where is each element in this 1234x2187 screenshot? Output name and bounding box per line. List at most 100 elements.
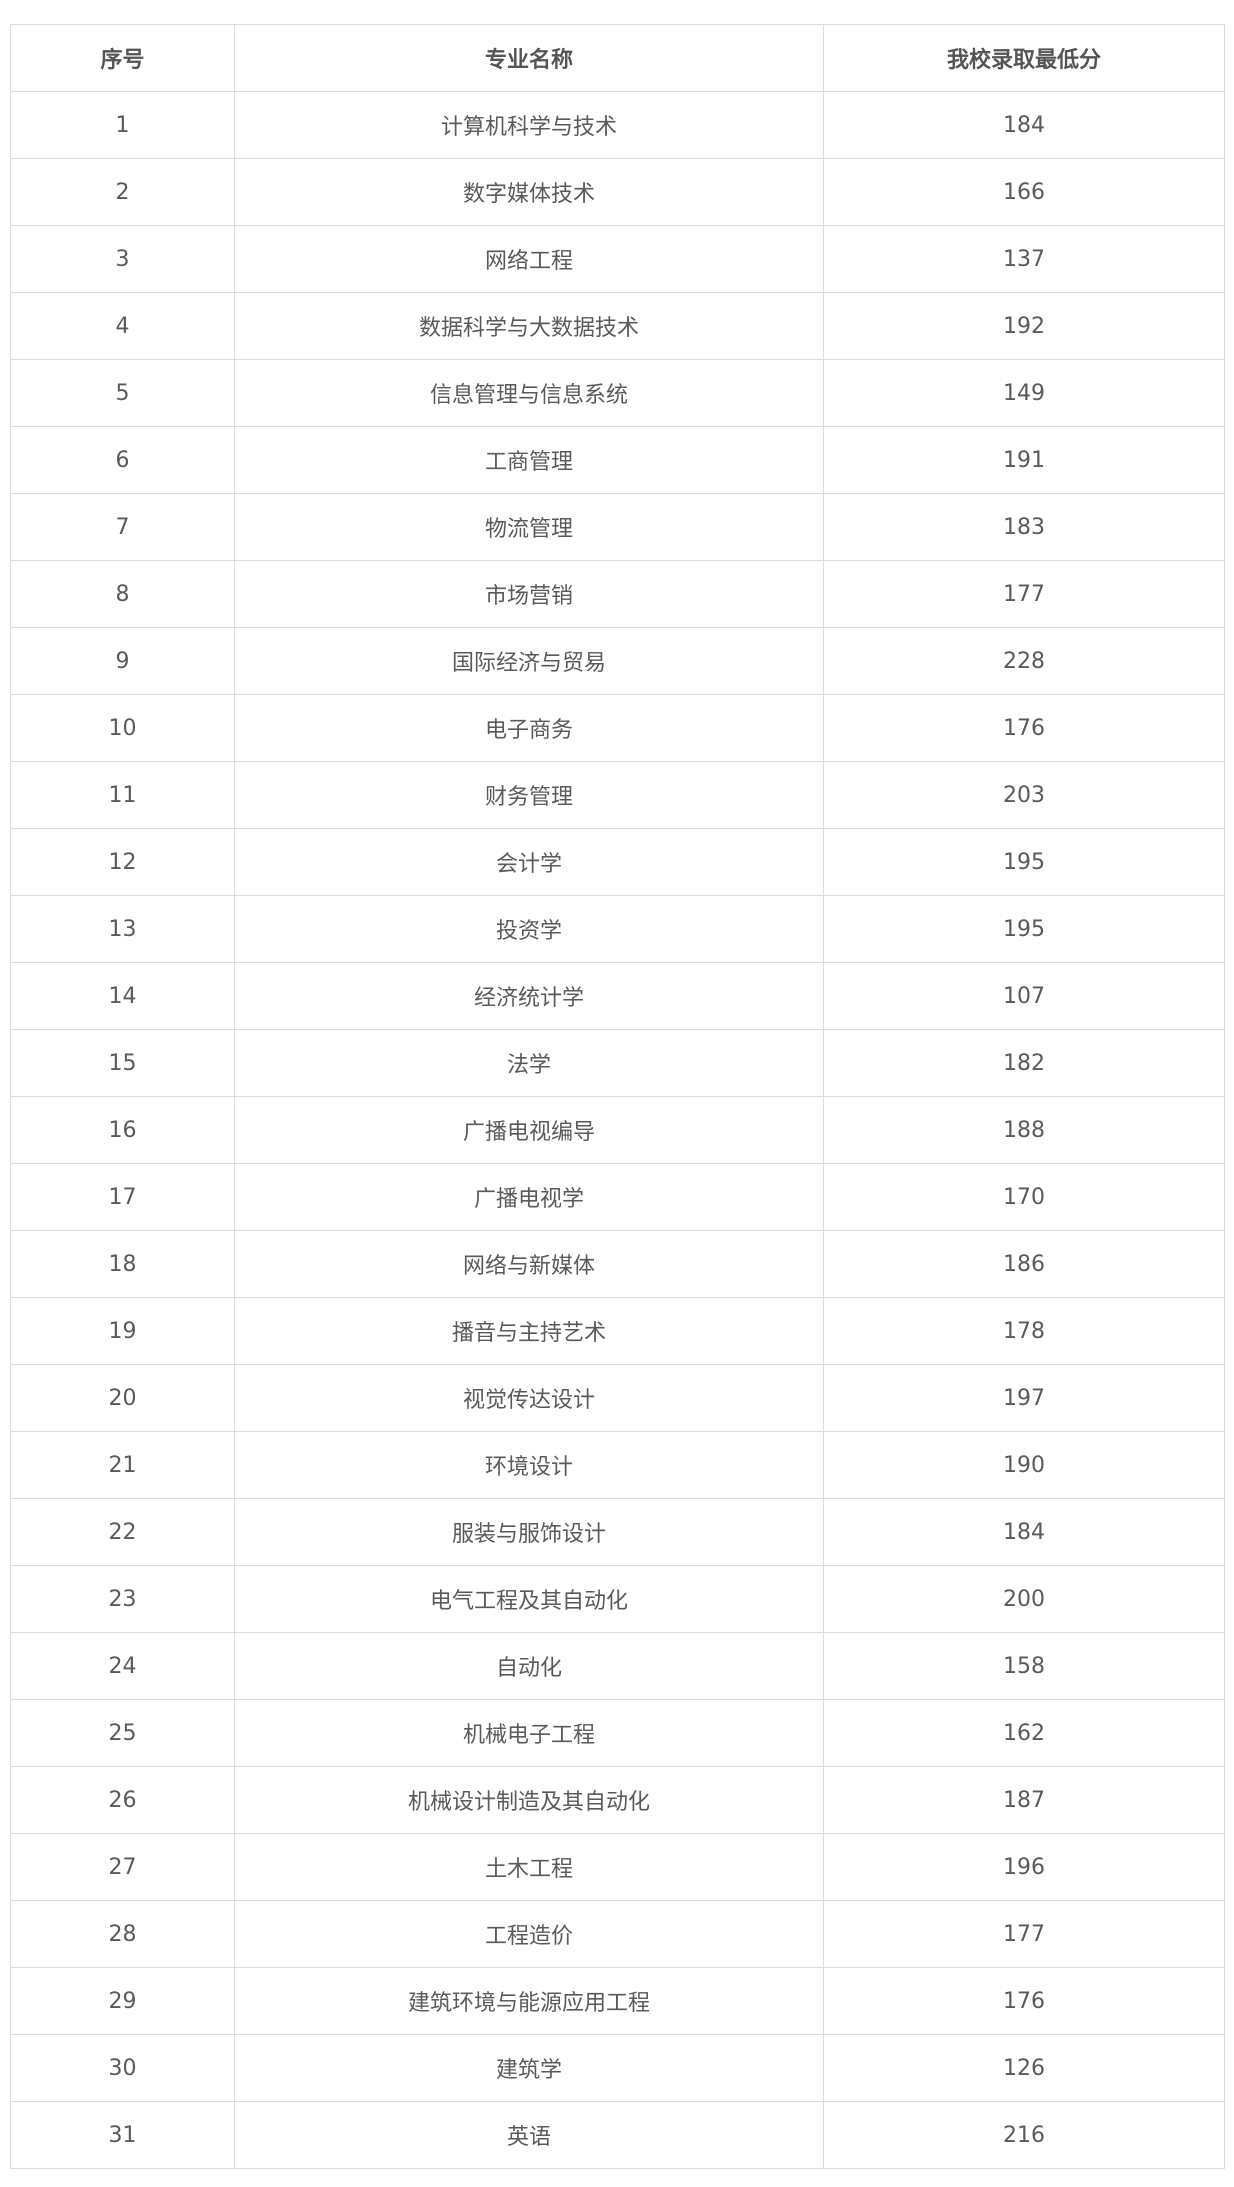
cell-min-score: 191	[823, 426, 1225, 494]
cell-min-score: 192	[823, 292, 1225, 360]
cell-major-name: 视觉传达设计	[234, 1364, 824, 1432]
cell-index: 6	[10, 426, 235, 494]
cell-major-name: 建筑学	[234, 2034, 824, 2102]
cell-min-score: 158	[823, 1632, 1225, 1700]
table-row: 14 经济统计学 107	[10, 962, 1225, 1030]
cell-major-name: 播音与主持艺术	[234, 1297, 824, 1365]
cell-index: 16	[10, 1096, 235, 1164]
cell-min-score: 162	[823, 1699, 1225, 1767]
cell-index: 3	[10, 225, 235, 293]
cell-index: 28	[10, 1900, 235, 1968]
cell-index: 5	[10, 359, 235, 427]
cell-index: 23	[10, 1565, 235, 1633]
cell-major-name: 工商管理	[234, 426, 824, 494]
cell-min-score: 137	[823, 225, 1225, 293]
cell-index: 21	[10, 1431, 235, 1499]
table-row: 7 物流管理 183	[10, 493, 1225, 561]
cell-major-name: 会计学	[234, 828, 824, 896]
cell-index: 18	[10, 1230, 235, 1298]
cell-index: 1	[10, 91, 235, 159]
cell-index: 31	[10, 2101, 235, 2169]
table-row: 10 电子商务 176	[10, 694, 1225, 762]
cell-min-score: 176	[823, 694, 1225, 762]
table-row: 15 法学 182	[10, 1029, 1225, 1097]
cell-major-name: 广播电视编导	[234, 1096, 824, 1164]
table-row: 20 视觉传达设计 197	[10, 1364, 1225, 1432]
table-row: 31 英语 216	[10, 2101, 1225, 2169]
cell-major-name: 机械设计制造及其自动化	[234, 1766, 824, 1834]
cell-index: 8	[10, 560, 235, 628]
admission-score-table: 序号 专业名称 我校录取最低分 1 计算机科学与技术 184 2 数字媒体技术 166 3 网…	[10, 24, 1225, 2169]
cell-major-name: 网络工程	[234, 225, 824, 293]
cell-min-score: 228	[823, 627, 1225, 695]
cell-index: 15	[10, 1029, 235, 1097]
table-row: 11 财务管理 203	[10, 761, 1225, 829]
cell-major-name: 计算机科学与技术	[234, 91, 824, 159]
table-row: 13 投资学 195	[10, 895, 1225, 963]
table-row: 30 建筑学 126	[10, 2034, 1225, 2102]
cell-min-score: 176	[823, 1967, 1225, 2035]
cell-min-score: 107	[823, 962, 1225, 1030]
cell-index: 19	[10, 1297, 235, 1365]
cell-index: 13	[10, 895, 235, 963]
table-row: 9 国际经济与贸易 228	[10, 627, 1225, 695]
cell-index: 27	[10, 1833, 235, 1901]
table-header-row: 序号 专业名称 我校录取最低分	[10, 24, 1225, 92]
table-row: 16 广播电视编导 188	[10, 1096, 1225, 1164]
cell-major-name: 法学	[234, 1029, 824, 1097]
cell-major-name: 数字媒体技术	[234, 158, 824, 226]
table-row: 18 网络与新媒体 186	[10, 1230, 1225, 1298]
cell-min-score: 187	[823, 1766, 1225, 1834]
table-body: 1 计算机科学与技术 184 2 数字媒体技术 166 3 网络工程 137 4 数据科学与大数据技…	[10, 91, 1225, 2169]
cell-major-name: 自动化	[234, 1632, 824, 1700]
cell-major-name: 数据科学与大数据技术	[234, 292, 824, 360]
table-row: 4 数据科学与大数据技术 192	[10, 292, 1225, 360]
cell-min-score: 195	[823, 895, 1225, 963]
table-row: 17 广播电视学 170	[10, 1163, 1225, 1231]
table-row: 12 会计学 195	[10, 828, 1225, 896]
cell-index: 4	[10, 292, 235, 360]
cell-min-score: 149	[823, 359, 1225, 427]
table-row: 6 工商管理 191	[10, 426, 1225, 494]
cell-major-name: 机械电子工程	[234, 1699, 824, 1767]
cell-index: 22	[10, 1498, 235, 1566]
cell-index: 2	[10, 158, 235, 226]
cell-min-score: 170	[823, 1163, 1225, 1231]
table-row: 2 数字媒体技术 166	[10, 158, 1225, 226]
cell-min-score: 183	[823, 493, 1225, 561]
cell-min-score: 182	[823, 1029, 1225, 1097]
cell-min-score: 166	[823, 158, 1225, 226]
cell-index: 12	[10, 828, 235, 896]
table-row: 8 市场营销 177	[10, 560, 1225, 628]
cell-min-score: 177	[823, 1900, 1225, 1968]
cell-index: 9	[10, 627, 235, 695]
cell-major-name: 服装与服饰设计	[234, 1498, 824, 1566]
table-row: 24 自动化 158	[10, 1632, 1225, 1700]
header-major-name: 专业名称	[234, 24, 824, 92]
cell-index: 20	[10, 1364, 235, 1432]
table-row: 23 电气工程及其自动化 200	[10, 1565, 1225, 1633]
cell-index: 17	[10, 1163, 235, 1231]
cell-min-score: 184	[823, 1498, 1225, 1566]
cell-index: 24	[10, 1632, 235, 1700]
table-row: 29 建筑环境与能源应用工程 176	[10, 1967, 1225, 2035]
cell-min-score: 186	[823, 1230, 1225, 1298]
table-row: 27 土木工程 196	[10, 1833, 1225, 1901]
table-row: 21 环境设计 190	[10, 1431, 1225, 1499]
cell-major-name: 电子商务	[234, 694, 824, 762]
cell-index: 7	[10, 493, 235, 561]
cell-min-score: 200	[823, 1565, 1225, 1633]
cell-major-name: 国际经济与贸易	[234, 627, 824, 695]
table-row: 1 计算机科学与技术 184	[10, 91, 1225, 159]
cell-index: 30	[10, 2034, 235, 2102]
cell-major-name: 电气工程及其自动化	[234, 1565, 824, 1633]
table-row: 28 工程造价 177	[10, 1900, 1225, 1968]
header-min-score: 我校录取最低分	[823, 24, 1225, 92]
cell-major-name: 工程造价	[234, 1900, 824, 1968]
cell-index: 25	[10, 1699, 235, 1767]
cell-min-score: 184	[823, 91, 1225, 159]
cell-major-name: 土木工程	[234, 1833, 824, 1901]
cell-index: 11	[10, 761, 235, 829]
table-row: 25 机械电子工程 162	[10, 1699, 1225, 1767]
cell-min-score: 190	[823, 1431, 1225, 1499]
